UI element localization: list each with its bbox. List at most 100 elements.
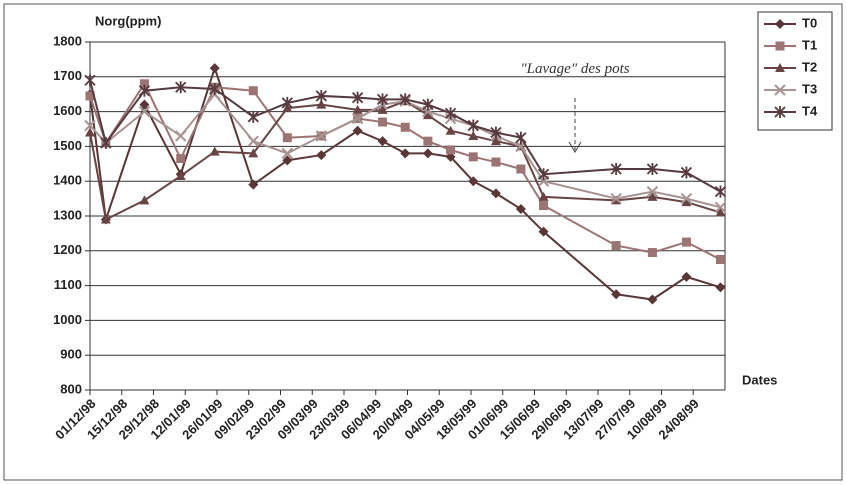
marker [680, 166, 693, 179]
marker [282, 155, 293, 166]
marker [281, 96, 293, 109]
marker [378, 117, 388, 127]
legend-label: T3 [802, 81, 817, 96]
marker [775, 19, 785, 29]
marker [775, 41, 785, 51]
marker [490, 126, 502, 139]
y-tick-label: 1700 [53, 68, 82, 83]
marker [610, 163, 622, 176]
marker [423, 136, 433, 146]
legend-label: T2 [802, 59, 817, 74]
marker [84, 74, 96, 87]
marker [611, 241, 621, 251]
marker [100, 214, 111, 224]
marker [85, 127, 95, 137]
marker [680, 192, 693, 205]
marker [175, 81, 187, 94]
marker [316, 150, 327, 161]
legend-label: T0 [802, 15, 817, 30]
y-tick-label: 1600 [53, 103, 82, 118]
marker [316, 99, 327, 109]
marker [610, 192, 622, 205]
marker [681, 271, 692, 282]
legend-label: T1 [802, 37, 817, 52]
annotation-arrowhead [568, 141, 582, 153]
y-axis-title: Norg(ppm) [95, 13, 161, 28]
marker [611, 289, 622, 300]
marker [138, 105, 151, 118]
marker [247, 135, 259, 147]
marker [399, 93, 411, 106]
marker [139, 79, 149, 89]
marker [315, 89, 327, 102]
marker [646, 163, 659, 176]
marker [422, 110, 433, 120]
marker [539, 201, 549, 211]
marker [282, 133, 292, 143]
marker [139, 195, 150, 205]
marker [647, 294, 658, 305]
marker [209, 82, 221, 95]
marker [376, 93, 389, 106]
marker [774, 106, 786, 118]
y-tick-label: 1500 [53, 138, 82, 153]
marker [646, 185, 659, 198]
marker [248, 86, 258, 96]
marker [352, 104, 363, 114]
marker [490, 136, 501, 146]
y-tick-label: 900 [60, 347, 82, 362]
marker [774, 84, 786, 96]
marker [446, 145, 456, 155]
marker [468, 176, 479, 187]
chart-frame [3, 3, 843, 481]
marker [176, 154, 186, 164]
marker [400, 148, 411, 159]
marker [468, 130, 479, 140]
marker [248, 179, 259, 190]
marker [647, 248, 657, 258]
marker [248, 148, 259, 158]
marker [377, 136, 388, 147]
marker [281, 147, 294, 160]
marker [714, 185, 727, 198]
marker [515, 204, 526, 215]
marker [175, 130, 187, 142]
marker [515, 131, 527, 144]
marker [100, 136, 112, 149]
marker [538, 191, 549, 201]
marker [490, 188, 501, 199]
marker [681, 237, 691, 247]
marker [714, 201, 727, 214]
marker [85, 91, 95, 101]
marker [315, 130, 328, 142]
marker [400, 122, 410, 132]
marker [422, 148, 433, 159]
marker [516, 164, 526, 174]
y-tick-label: 1200 [53, 242, 82, 257]
y-tick-label: 1100 [54, 277, 82, 292]
marker [247, 110, 259, 123]
legend-label: T4 [802, 103, 818, 118]
y-tick-label: 800 [60, 381, 82, 396]
y-tick-label: 1400 [53, 173, 82, 188]
marker [647, 191, 658, 201]
marker [209, 63, 220, 74]
annotation: "Lavage" des pots [520, 61, 630, 77]
y-tick-label: 1300 [53, 207, 82, 222]
y-tick-label: 1800 [53, 33, 82, 48]
marker [537, 168, 550, 181]
marker [422, 98, 434, 111]
marker [775, 63, 785, 72]
marker [681, 197, 692, 207]
marker [715, 282, 726, 293]
x-axis-title: Dates [742, 372, 777, 387]
marker [538, 226, 549, 237]
series-line [89, 81, 721, 261]
marker [175, 170, 186, 180]
marker [84, 119, 96, 132]
marker [139, 99, 150, 110]
y-tick-label: 1000 [53, 312, 82, 327]
marker [352, 125, 363, 136]
marker [445, 125, 456, 135]
